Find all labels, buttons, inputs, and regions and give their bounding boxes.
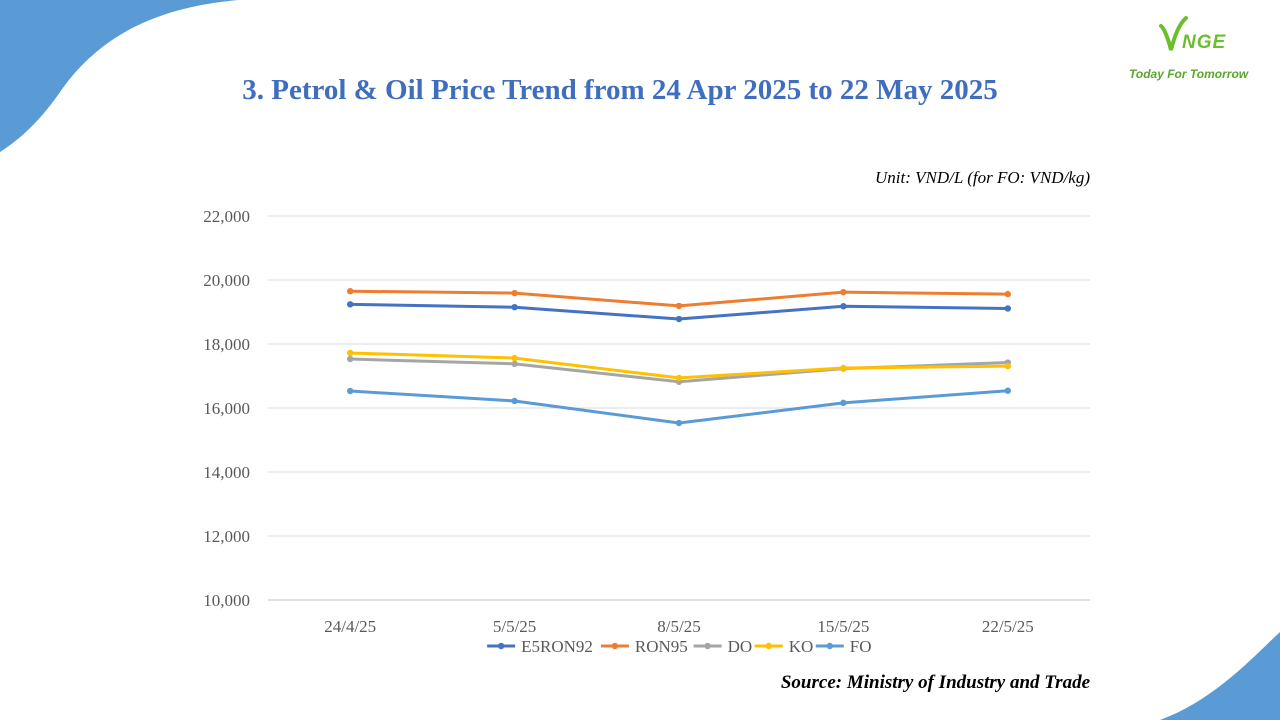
legend-marker-e5ron92 (497, 642, 505, 650)
data-point-e5ron92 (511, 304, 518, 311)
x-tick-label: 5/5/25 (493, 617, 536, 636)
series-ko (347, 349, 1011, 382)
data-point-fo (840, 399, 847, 407)
data-point-ron95 (1004, 290, 1011, 298)
data-point-e5ron92 (675, 315, 683, 323)
legend: E5RON92 RON95 DO KO FO (487, 637, 872, 656)
bottom-right-wave (1160, 632, 1280, 720)
data-point-ko (675, 374, 683, 382)
data-point-ko (511, 354, 518, 362)
logo-v-mark (1159, 16, 1188, 51)
legend-label-ron95: RON95 (635, 637, 688, 656)
legend-label-do: DO (728, 637, 753, 656)
data-point-ron95 (675, 302, 683, 310)
data-point-e5ron92 (1004, 305, 1011, 312)
source-note: Source: Ministry of Industry and Trade (780, 672, 1090, 693)
legend-marker-do (704, 642, 711, 650)
y-tick-label: 22,000 (203, 207, 250, 226)
x-tick-label: 22/5/25 (982, 617, 1034, 636)
x-tick-label: 8/5/25 (657, 617, 700, 636)
data-point-fo (347, 387, 354, 395)
legend-item-ron95: RON95 (600, 637, 688, 656)
series-lines (347, 288, 1011, 427)
legend-label-e5ron92: E5RON92 (521, 637, 593, 656)
y-tick-label: 18,000 (203, 335, 250, 354)
data-point-ko (840, 364, 847, 372)
legend-item-ko: KO (754, 637, 814, 656)
data-point-e5ron92 (840, 303, 847, 310)
data-point-fo (511, 397, 518, 405)
legend-label-ko: KO (789, 637, 814, 656)
x-tick-label: 24/4/25 (324, 617, 376, 636)
x-tick-label: 15/5/25 (817, 617, 869, 636)
y-tick-label: 10,000 (203, 591, 250, 610)
series-fo (347, 387, 1011, 427)
legend-item-fo: FO (815, 637, 872, 656)
logo-wordmark: NGE (1182, 32, 1227, 53)
series-line-fo (348, 389, 1010, 425)
y-tick-label: 14,000 (203, 463, 250, 482)
data-point-e5ron92 (347, 301, 354, 308)
data-point-ko (1004, 362, 1011, 370)
data-point-fo (1004, 387, 1011, 394)
vnge-logo: NGE Today For Tomorrow (1120, 12, 1270, 92)
legend-item-do: DO (693, 637, 753, 656)
series-e5ron92 (347, 301, 1011, 323)
unit-note: Unit: VND/L (for FO: VND/kg) (874, 168, 1090, 187)
y-tick-label: 16,000 (203, 399, 250, 418)
gridlines (268, 215, 1090, 601)
data-point-ron95 (347, 288, 354, 295)
data-point-do (347, 355, 354, 363)
x-axis-tick-labels: 24/4/25 5/5/25 8/5/25 15/5/25 22/5/25 (324, 617, 1034, 636)
legend-item-e5ron92: E5RON92 (487, 637, 593, 656)
y-tick-label: 20,000 (203, 271, 250, 290)
y-axis-tick-labels: 10,000 12,000 14,000 16,000 18,000 20,000 22,0… (203, 207, 250, 610)
data-point-do (511, 360, 518, 368)
series-ron95 (347, 288, 1011, 310)
legend-marker-ko (765, 642, 772, 650)
data-point-ko (347, 349, 354, 357)
data-point-ron95 (511, 289, 518, 297)
legend-label-fo: FO (850, 637, 872, 656)
data-point-ron95 (840, 288, 847, 296)
legend-marker-ron95 (611, 642, 619, 650)
top-left-wave (0, 0, 238, 152)
page-title: 3. Petrol & Oil Price Trend from 24 Apr … (242, 74, 998, 106)
data-point-fo (675, 419, 683, 427)
legend-marker-fo (826, 642, 833, 650)
y-tick-label: 12,000 (203, 527, 250, 546)
logo-tagline: Today For Tomorrow (1129, 67, 1249, 81)
